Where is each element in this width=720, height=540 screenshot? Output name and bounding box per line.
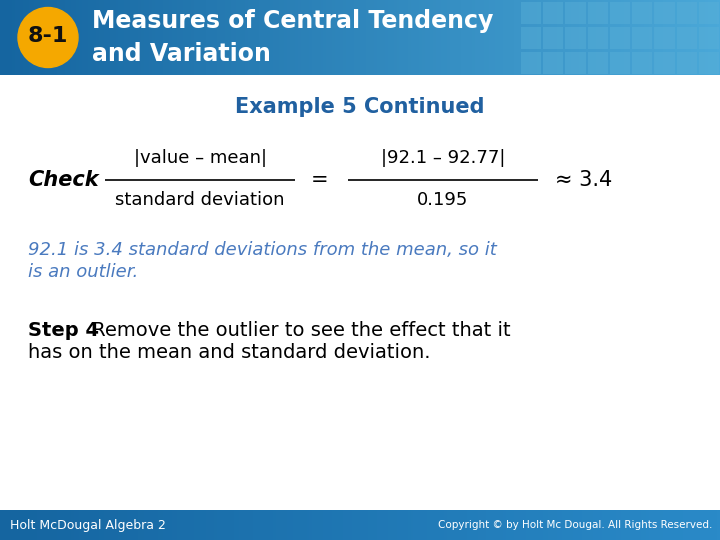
FancyBboxPatch shape: [654, 26, 675, 49]
FancyBboxPatch shape: [543, 26, 564, 49]
Text: 0.195: 0.195: [418, 191, 469, 209]
FancyBboxPatch shape: [543, 2, 564, 24]
FancyBboxPatch shape: [610, 2, 630, 24]
FancyBboxPatch shape: [521, 2, 541, 24]
Text: =: =: [311, 170, 329, 190]
FancyBboxPatch shape: [521, 26, 541, 49]
Text: |value – mean|: |value – mean|: [133, 149, 266, 167]
FancyBboxPatch shape: [654, 51, 675, 73]
FancyBboxPatch shape: [610, 51, 630, 73]
Text: 92.1 is 3.4 standard deviations from the mean, so it: 92.1 is 3.4 standard deviations from the…: [28, 241, 497, 259]
FancyBboxPatch shape: [543, 51, 564, 73]
FancyBboxPatch shape: [699, 2, 719, 24]
FancyBboxPatch shape: [632, 2, 652, 24]
Text: standard deviation: standard deviation: [115, 191, 284, 209]
Text: Example 5 Continued: Example 5 Continued: [235, 97, 485, 117]
Text: 8-1: 8-1: [28, 26, 68, 46]
Text: has on the mean and standard deviation.: has on the mean and standard deviation.: [28, 342, 431, 361]
Text: Measures of Central Tendency: Measures of Central Tendency: [92, 9, 493, 33]
Text: Remove the outlier to see the effect that it: Remove the outlier to see the effect tha…: [86, 321, 510, 340]
FancyBboxPatch shape: [699, 51, 719, 73]
FancyBboxPatch shape: [565, 51, 585, 73]
FancyBboxPatch shape: [588, 2, 608, 24]
Text: Check: Check: [28, 170, 99, 190]
FancyBboxPatch shape: [632, 26, 652, 49]
Circle shape: [18, 8, 78, 68]
Text: |92.1 – 92.77|: |92.1 – 92.77|: [381, 149, 505, 167]
FancyBboxPatch shape: [588, 26, 608, 49]
Text: ≈ 3.4: ≈ 3.4: [555, 170, 612, 190]
FancyBboxPatch shape: [699, 26, 719, 49]
FancyBboxPatch shape: [521, 51, 541, 73]
FancyBboxPatch shape: [654, 2, 675, 24]
Text: Step 4: Step 4: [28, 321, 99, 340]
FancyBboxPatch shape: [565, 26, 585, 49]
Text: Copyright © by Holt Mc Dougal. All Rights Reserved.: Copyright © by Holt Mc Dougal. All Right…: [438, 520, 712, 530]
FancyBboxPatch shape: [565, 2, 585, 24]
Text: Holt McDougal Algebra 2: Holt McDougal Algebra 2: [10, 518, 166, 531]
FancyBboxPatch shape: [677, 26, 697, 49]
Text: is an outlier.: is an outlier.: [28, 263, 138, 281]
Text: and Variation: and Variation: [92, 42, 271, 66]
FancyBboxPatch shape: [677, 2, 697, 24]
FancyBboxPatch shape: [610, 26, 630, 49]
FancyBboxPatch shape: [632, 51, 652, 73]
FancyBboxPatch shape: [588, 51, 608, 73]
FancyBboxPatch shape: [677, 51, 697, 73]
